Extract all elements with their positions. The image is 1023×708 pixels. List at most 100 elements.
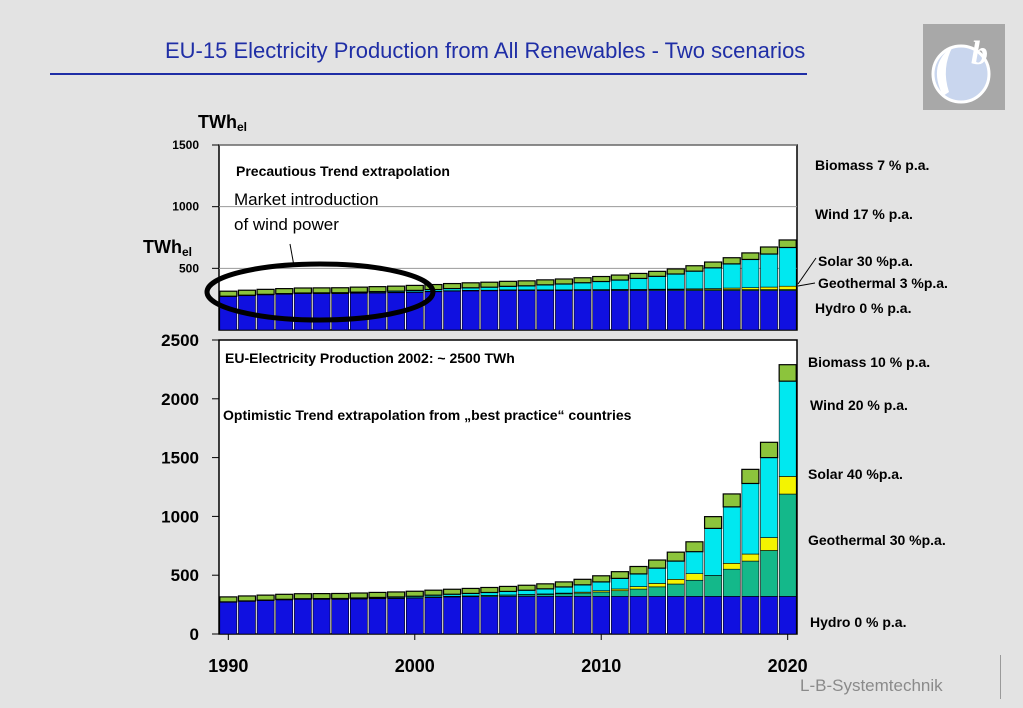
y-tick-label-1500: 1500 — [161, 449, 199, 468]
bar-hydro-1997 — [350, 292, 368, 331]
bar-geothermal-2010 — [592, 591, 611, 597]
bar-biomass-2002 — [442, 588, 462, 595]
bottom-ylabel: TWhel — [143, 237, 192, 259]
bar-wind-2008 — [555, 586, 573, 594]
y-tick-label-1500: 1500 — [172, 138, 199, 152]
y-tick-label-0: 0 — [190, 625, 199, 644]
bar-biomass-2014 — [666, 551, 685, 562]
bar-hydro-2005 — [499, 290, 517, 331]
bar-hydro-2004 — [480, 290, 499, 331]
top-annotation-line2: of wind power — [234, 215, 339, 234]
bar-biomass-1993 — [275, 593, 294, 600]
bar-biomass-1995 — [312, 287, 331, 294]
bar-biomass-1990 — [219, 596, 238, 603]
top-chart-title: Precautious Trend extrapolation — [236, 163, 450, 179]
top-bars — [219, 239, 797, 331]
bar-hydro-2013 — [648, 596, 666, 635]
bottom-x-ticks: 1990 2000 2010 2020 — [208, 634, 808, 676]
x-tick-label-2000: 2000 — [395, 656, 435, 676]
bar-biomass-2002 — [442, 282, 462, 290]
bar-biomass-1994 — [293, 287, 313, 294]
top-ylabel: TWhel — [198, 112, 247, 134]
bar-solar-2017 — [722, 563, 741, 570]
bar-hydro-2014 — [666, 290, 685, 331]
bar-biomass-2013 — [648, 559, 667, 569]
bar-solar-2018 — [741, 553, 760, 562]
bar-hydro-1994 — [294, 293, 312, 331]
bar-hydro-2016 — [704, 596, 722, 635]
bar-hydro-2009 — [573, 596, 592, 635]
legend-hydro: Hydro 0 % p.a. — [810, 614, 906, 630]
bar-wind-2019 — [760, 253, 778, 288]
bar-geothermal-2014 — [666, 583, 685, 597]
bar-hydro-2018 — [741, 290, 760, 331]
bar-biomass-2017 — [722, 257, 741, 265]
legend-connector-geothermal — [797, 282, 816, 287]
bar-geothermal-2020 — [778, 493, 797, 597]
bottom-chart-title: Optimistic Trend extrapolation from „bes… — [223, 407, 632, 423]
bar-biomass-2003 — [461, 282, 480, 289]
bar-hydro-2000 — [405, 597, 424, 635]
bar-hydro-2007 — [536, 596, 555, 635]
bar-biomass-1996 — [331, 592, 350, 600]
bar-biomass-2007 — [536, 279, 555, 286]
bar-geothermal-2011 — [611, 590, 629, 597]
bar-biomass-2010 — [592, 275, 611, 283]
y-tick-label-500: 500 — [179, 261, 199, 275]
legend-geothermal: Geothermal 30 %p.a. — [808, 532, 946, 548]
bar-wind-2016 — [704, 528, 722, 576]
bar-wind-2013 — [648, 276, 666, 290]
bar-hydro-2015 — [685, 290, 704, 331]
bar-hydro-1992 — [256, 294, 275, 331]
bar-biomass-2012 — [629, 272, 648, 280]
bar-hydro-1997 — [350, 598, 368, 635]
bar-hydro-2010 — [592, 596, 611, 635]
bar-biomass-1990 — [219, 290, 238, 297]
bar-hydro-1998 — [368, 598, 387, 635]
bar-wind-2020 — [778, 380, 797, 477]
bar-hydro-2017 — [722, 290, 741, 331]
bar-wind-2015 — [685, 270, 704, 290]
bar-biomass-2004 — [480, 281, 499, 288]
title-underline — [50, 73, 807, 75]
legend-wind: Wind 20 % p.a. — [810, 397, 908, 413]
bottom-note: EU-Electricity Production 2002: ~ 2500 T… — [225, 350, 515, 366]
legend-solar: Solar 30 %p.a. — [818, 253, 913, 269]
bar-wind-2018 — [741, 483, 760, 555]
top-annotation-ellipse — [204, 261, 436, 323]
bar-hydro-2008 — [555, 290, 573, 331]
y-tick-label-1000: 1000 — [161, 507, 199, 526]
bar-solar-2015 — [685, 573, 704, 581]
bar-wind-2010 — [592, 581, 611, 592]
bar-wind-2011 — [611, 578, 629, 590]
bar-hydro-2001 — [424, 597, 443, 635]
bar-solar-2020 — [778, 476, 797, 495]
bar-wind-2009 — [573, 584, 592, 593]
bar-biomass-2012 — [629, 565, 648, 575]
footer-divider — [1000, 655, 1001, 699]
top-annotation-line1: Market introduction — [234, 190, 379, 209]
top-y-ticks: 500 1000 1500 — [172, 138, 219, 275]
bar-wind-2015 — [685, 551, 704, 574]
bar-biomass-2020 — [778, 364, 797, 382]
bar-biomass-2013 — [648, 270, 667, 277]
bar-hydro-1994 — [294, 599, 312, 635]
bar-solar-2020 — [778, 285, 797, 290]
bar-hydro-1990 — [219, 601, 238, 635]
bar-biomass-2003 — [461, 587, 480, 595]
bar-wind-2007 — [536, 588, 555, 595]
bar-biomass-2005 — [498, 280, 518, 287]
bar-wind-2020 — [778, 247, 797, 287]
bar-biomass-2008 — [554, 581, 574, 588]
bar-hydro-2014 — [666, 596, 685, 635]
bar-geothermal-2018 — [741, 560, 760, 597]
bar-biomass-2006 — [517, 584, 536, 591]
y-tick-label-500: 500 — [171, 566, 199, 585]
bar-biomass-1991 — [237, 595, 257, 602]
bar-biomass-2009 — [573, 277, 592, 284]
bar-biomass-2001 — [424, 589, 443, 596]
bar-biomass-1991 — [237, 289, 257, 296]
bar-solar-2012 — [629, 586, 648, 590]
bar-hydro-2006 — [517, 596, 536, 635]
bar-wind-2018 — [741, 259, 760, 288]
